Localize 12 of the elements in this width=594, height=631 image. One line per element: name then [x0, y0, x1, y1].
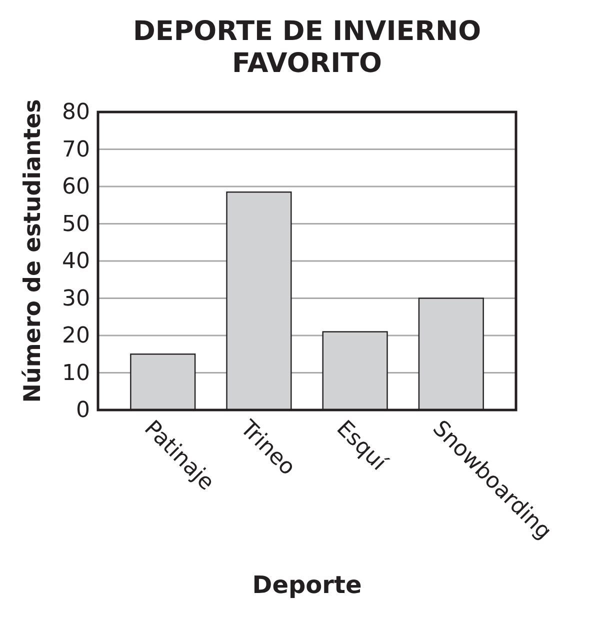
y-tick-label: 40: [62, 249, 90, 274]
y-tick-label: 70: [62, 137, 90, 162]
y-tick-label: 80: [62, 100, 90, 126]
x-axis-title: Deporte: [252, 571, 362, 599]
y-tick-label: 50: [62, 212, 90, 237]
y-tick-label: 20: [62, 324, 90, 349]
y-tick-label: 30: [62, 286, 90, 312]
y-tick-label: 0: [76, 398, 90, 424]
chart-title: DEPORTE DE INVIERNO FAVORITO: [132, 16, 482, 79]
y-tick-label: 10: [62, 360, 90, 386]
y-tick-label: 60: [62, 174, 90, 200]
y-axis-title: Número de estudiantes: [20, 99, 46, 403]
